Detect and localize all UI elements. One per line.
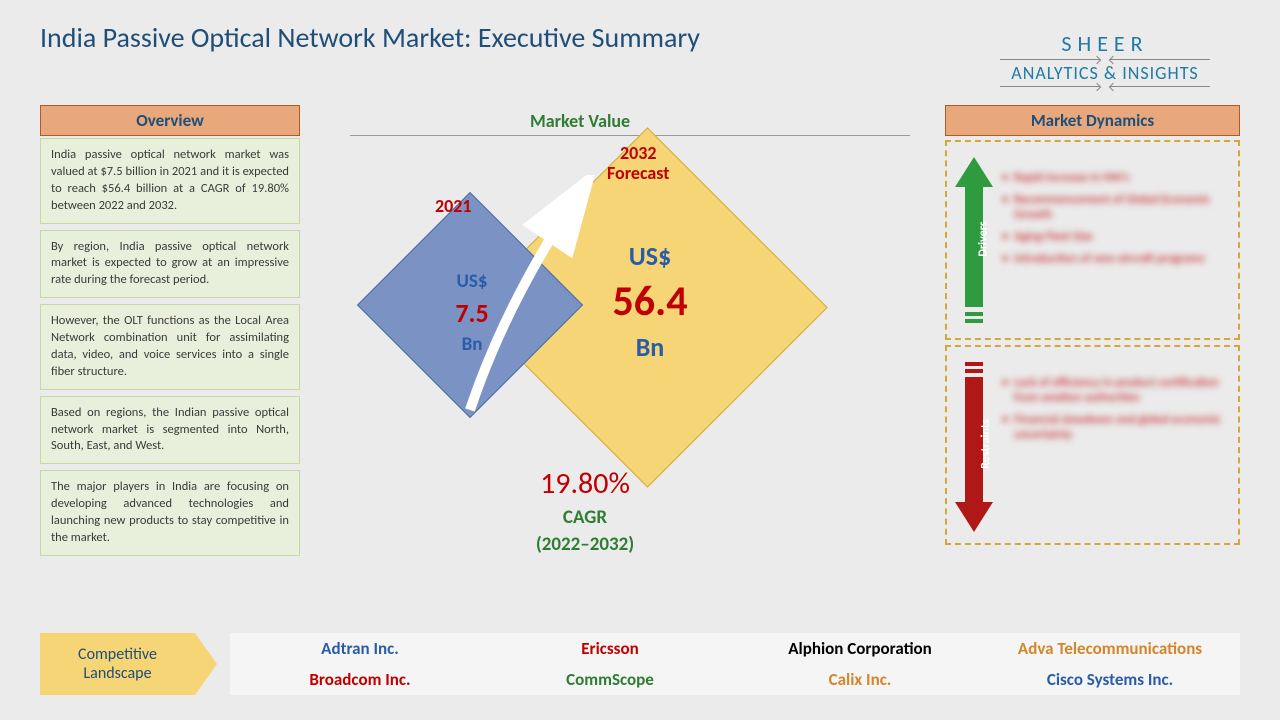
- company-name: Ericsson: [490, 638, 730, 659]
- dynamics-header: Market Dynamics: [945, 105, 1240, 136]
- drivers-list: Rapid increase in HNI'sRecommencement of…: [1002, 170, 1228, 273]
- overview-item: Based on regions, the Indian passive opt…: [40, 396, 300, 465]
- restraints-label: Restraints: [979, 419, 993, 469]
- company-name: Adva Telecommunications: [990, 638, 1230, 659]
- restraints-list: Lack of efficiency in product certificat…: [1002, 375, 1228, 449]
- overview-item: However, the OLT functions as the Local …: [40, 304, 300, 390]
- cagr-block: 19.80% CAGR (2022–2032): [490, 465, 680, 556]
- overview-panel: India passive optical network market was…: [40, 138, 300, 562]
- competitive-landscape: CompetitiveLandscape Adtran Inc. Ericsson…: [40, 633, 1240, 695]
- overview-item: The major players in India are focusing …: [40, 470, 300, 556]
- drivers-panel: Drivers Rapid increase in HNI'sRecommenc…: [945, 140, 1240, 340]
- company-name: CommScope: [490, 669, 730, 690]
- restraints-panel: Restraints Lack of efficiency in product…: [945, 345, 1240, 545]
- company-name: Adtran Inc.: [240, 638, 480, 659]
- overview-item: By region, India passive optical network…: [40, 230, 300, 299]
- market-value-title: Market Value: [530, 110, 630, 132]
- drivers-label: Drivers: [977, 221, 991, 256]
- brand-logo: SHEER ANALYTICS & INSIGHTS: [1000, 30, 1210, 89]
- company-name: Alphion Corporation: [740, 638, 980, 659]
- company-name: Calix Inc.: [740, 669, 980, 690]
- overview-header: Overview: [40, 105, 300, 136]
- company-name: Cisco Systems Inc.: [990, 669, 1230, 690]
- growth-arrow-icon: [425, 175, 625, 425]
- divider: [350, 135, 910, 136]
- company-name: Broadcom Inc.: [240, 669, 480, 690]
- competitive-tag: CompetitiveLandscape: [40, 633, 195, 695]
- overview-item: India passive optical network market was…: [40, 138, 300, 224]
